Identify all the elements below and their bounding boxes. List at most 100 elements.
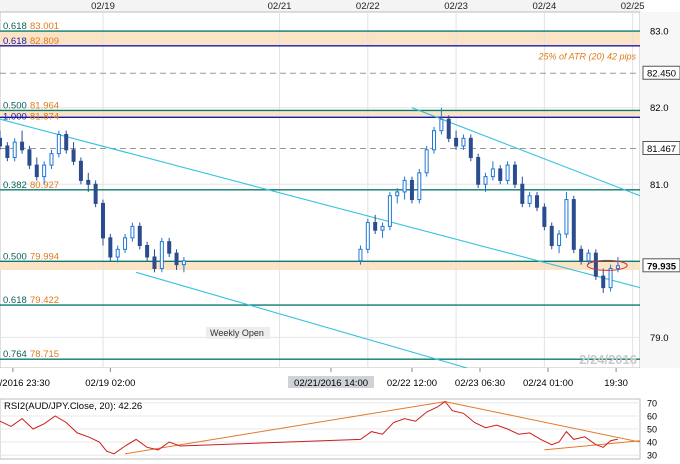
candle-body [593, 252, 598, 277]
fib-ratio-label: 0.618 [3, 295, 27, 306]
candle-body [152, 256, 157, 269]
candle-body [64, 133, 69, 151]
candle-body [409, 179, 414, 201]
fib-price-label: 81.874 [30, 111, 59, 122]
candle-body [387, 195, 392, 227]
price-axis-label: 79.0 [650, 333, 669, 344]
weekly-open-label: Weekly Open [210, 328, 264, 338]
price-axis-label: 82.450 [647, 69, 676, 80]
channel-line [0, 118, 641, 289]
fib-ratio-label: 0.618 [3, 36, 27, 47]
candle-body [512, 164, 517, 185]
time-tick-label: 02/17/2016 23:30 [0, 378, 50, 389]
candle-body [490, 168, 495, 178]
rsi-axis-label: 70 [647, 398, 657, 408]
candle-body [100, 202, 105, 239]
candle-body [542, 206, 547, 227]
time-tick-label: 02/24 01:00 [523, 378, 573, 389]
candle-body [439, 118, 444, 132]
candle-body [373, 222, 378, 231]
time-tick-label: 02/22 12:00 [387, 378, 437, 389]
time-axis-labels: 02/17/2016 23:30 02/19 02:00 02/21/2016 14… [0, 368, 628, 389]
candle-body [108, 237, 113, 258]
candle-body [527, 195, 532, 204]
candle-body [115, 248, 120, 258]
candle-body [476, 156, 481, 185]
candle-body [461, 137, 466, 147]
candle-body [137, 225, 142, 247]
candle-body [20, 141, 25, 151]
candle-body [167, 241, 172, 254]
candle-body [601, 275, 606, 289]
candle-body [174, 252, 179, 266]
candle-body [71, 149, 76, 162]
candle-body [358, 248, 363, 262]
fib-price-label: 79.422 [30, 295, 59, 306]
price-label-box [642, 141, 680, 156]
candle-body [130, 225, 135, 239]
candle-body [145, 245, 150, 258]
rsi-indicator [0, 400, 641, 456]
candle-body [78, 160, 83, 181]
price-highlight-circle [586, 259, 628, 271]
candle-body [549, 225, 554, 247]
candle-body [608, 267, 613, 289]
candle-body [49, 153, 54, 166]
fib-zone [0, 261, 640, 271]
candle-body [468, 137, 473, 158]
rsi-axis-label: 40 [647, 438, 657, 448]
price-axis-label: 79.935 [647, 261, 677, 272]
fib-ratio-label: 0.764 [3, 349, 27, 360]
candle-body [395, 191, 400, 197]
fib-zones [0, 31, 640, 271]
candle-body [380, 225, 385, 231]
fib-ratio-label: 0.382 [3, 180, 27, 191]
candle-body [446, 118, 451, 139]
candle-body [93, 183, 98, 204]
fib-price-label: 80.927 [30, 180, 59, 191]
time-tick-label: 02/19 02:00 [85, 378, 135, 389]
rsi-trend-line [544, 440, 641, 451]
fib-price-label: 78.715 [30, 349, 59, 360]
candle-body [86, 179, 91, 185]
price-axis-labels: 83.0 82.450 82.0 81.467 81.0 79.935 79.0 [642, 27, 680, 344]
candle-body [615, 265, 620, 269]
top-date-label: 02/22 [356, 1, 380, 12]
candle-body [56, 133, 61, 155]
candle-body [579, 248, 584, 262]
fib-ratio-label: 0.500 [3, 100, 27, 111]
fib-ratio-label: 0.500 [3, 251, 27, 262]
candle-body [0, 137, 2, 147]
price-axis-label: 82.0 [650, 103, 669, 114]
candle-body [520, 183, 525, 204]
rsi-trend-line [444, 401, 641, 443]
candle-body [571, 199, 576, 250]
candle-body [12, 141, 17, 158]
candle-body [123, 237, 128, 250]
candle-body [42, 164, 47, 178]
top-date-label: 02/24 [532, 1, 556, 12]
candles [0, 107, 620, 293]
time-tick-label: 02/21/2016 14:00 [294, 378, 368, 389]
rsi-axis-label: 30 [647, 451, 657, 461]
fib-price-label: 81.964 [30, 100, 59, 111]
candle-body [424, 149, 429, 174]
price-label-box [642, 258, 680, 273]
rsi-line [0, 400, 619, 455]
atr-annotation: 25% of ATR (20) 42 pips [537, 51, 636, 61]
fib-zone [0, 110, 640, 118]
channel-line [135, 271, 468, 369]
candle-body [27, 149, 32, 166]
candle-body [586, 252, 591, 262]
candle-body [159, 241, 164, 269]
candle-body [5, 145, 10, 158]
candle-body [564, 199, 569, 235]
rsi-axis-label: 60 [647, 411, 657, 421]
candle-body [483, 176, 488, 185]
time-tick-label: 19:30 [604, 378, 628, 389]
rsi-label: RSI2(AUD/JPY.Close, 20): 42.26 [4, 401, 142, 412]
candle-body [557, 233, 562, 247]
candle-body [505, 164, 510, 181]
rsi-axis-label: 50 [647, 425, 657, 435]
